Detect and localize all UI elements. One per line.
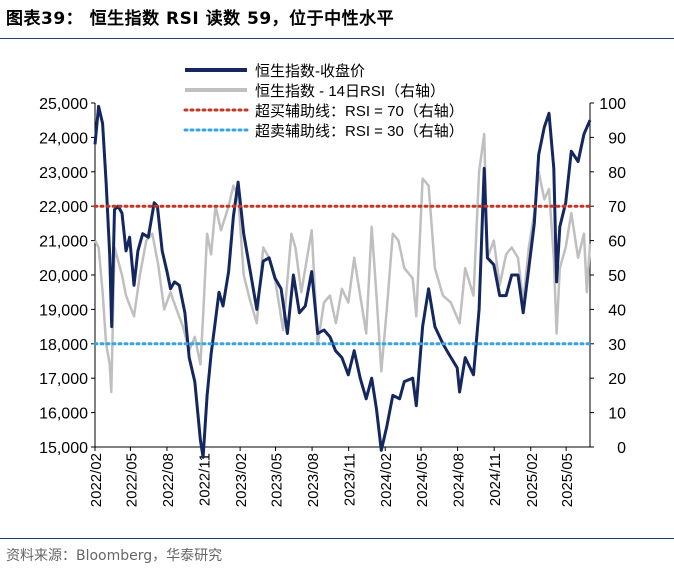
y-right-tick-label: 70 [608,199,626,216]
x-tick-label: 2022/08 [160,453,177,507]
y-right-tick-label: 60 [608,234,626,251]
chart-title: 图表39： 恒生指数 RSI 读数 59，位于中性水平 [6,9,395,29]
x-tick-label: 2023/08 [305,453,322,507]
x-tick-label: 2022/11 [197,453,214,506]
x-tick-label: 2023/05 [269,453,286,507]
x-tick-label: 2025/05 [559,453,576,507]
title-rule [0,38,674,39]
hsi-close-line [93,104,592,459]
y-left-tick-label: 19,000 [39,302,88,319]
y-right-tick-label: 50 [608,268,626,285]
y-left-tick-label: 22,000 [39,199,88,216]
y-right-tick-label: 30 [608,337,626,354]
x-tick-label: 2022/02 [88,453,105,507]
source-note: 资料来源：Bloomberg，华泰研究 [6,548,223,564]
x-tick-label: 2025/02 [524,453,541,507]
y-right-tick-label: 0 [617,440,626,457]
x-tick-label: 2024/08 [451,453,468,507]
x-tick-label: 2024/02 [378,453,395,507]
x-tick-label: 2023/11 [342,453,359,506]
legend-label: 超买辅助线：RSI = 70（右轴） [255,103,464,120]
y-right-tick-label: 80 [608,165,626,182]
x-tick-label: 2024/11 [487,453,504,506]
y-left-tick-label: 25,000 [39,96,88,113]
x-tick-label: 2022/05 [123,453,140,507]
y-right-tick-label: 100 [599,96,626,113]
legend-label: 恒生指数 - 14日RSI（右轴） [255,83,445,100]
rsi-line [93,132,592,394]
x-tick-label: 2023/02 [233,453,250,507]
y-right-tick-label: 40 [608,302,626,319]
y-left-tick-label: 18,000 [39,337,88,354]
legend-label: 恒生指数-收盘价 [255,62,365,80]
y-left-tick-label: 24,000 [39,130,88,147]
source-rule [0,538,674,539]
y-left-tick-label: 17,000 [39,371,88,388]
legend-label: 超卖辅助线：RSI = 30（右轴） [255,123,464,140]
y-left-tick-label: 20,000 [39,268,88,285]
y-left-tick-label: 15,000 [39,440,88,457]
y-right-tick-label: 10 [608,406,626,423]
y-left-tick-label: 21,000 [39,234,88,251]
x-tick-label: 2024/05 [414,453,431,507]
y-left-tick-label: 23,000 [39,165,88,182]
y-right-tick-label: 20 [608,371,626,388]
y-left-tick-label: 16,000 [39,406,88,423]
y-right-tick-label: 90 [608,130,626,147]
